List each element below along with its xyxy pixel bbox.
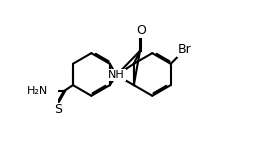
Text: S: S (54, 103, 62, 116)
Text: H₂N: H₂N (27, 86, 49, 96)
Text: O: O (136, 24, 146, 37)
Text: NH: NH (108, 70, 125, 80)
Text: Br: Br (178, 43, 191, 56)
